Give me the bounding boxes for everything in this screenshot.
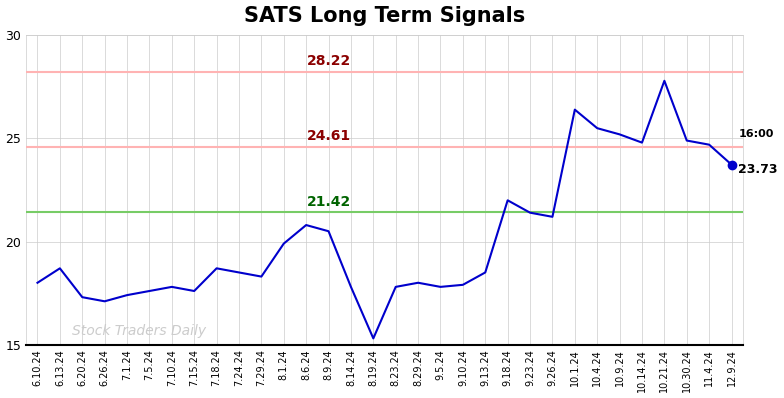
- Text: 24.61: 24.61: [307, 129, 351, 143]
- Text: 28.22: 28.22: [307, 55, 351, 68]
- Text: Stock Traders Daily: Stock Traders Daily: [72, 324, 206, 338]
- Title: SATS Long Term Signals: SATS Long Term Signals: [244, 6, 525, 25]
- Text: 16:00: 16:00: [739, 129, 774, 139]
- Text: 21.42: 21.42: [307, 195, 351, 209]
- Text: 23.73: 23.73: [739, 163, 778, 176]
